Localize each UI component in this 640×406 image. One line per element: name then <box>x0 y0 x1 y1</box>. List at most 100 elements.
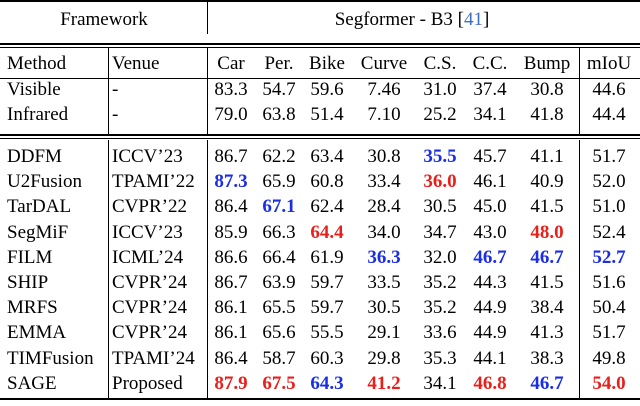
method-value: 34.0 <box>367 222 401 243</box>
method-value: 59.7 <box>310 297 344 318</box>
method-venue: CVPR’22 <box>112 196 187 217</box>
section-double-rule-2 <box>0 138 640 139</box>
baseline-value: 31.0 <box>423 79 457 100</box>
method-venue: TPAMI’24 <box>112 348 195 369</box>
baseline-value: 37.4 <box>473 79 507 100</box>
baseline-value: 7.10 <box>367 104 401 125</box>
method-venue: CVPR’24 <box>112 322 187 343</box>
baseline-value: 34.1 <box>473 104 507 125</box>
method-value: 46.8 <box>473 373 507 394</box>
baseline-value: 25.2 <box>423 104 457 125</box>
header-double-rule-2 <box>0 47 640 48</box>
column-header-miou: mIoU <box>586 53 632 74</box>
baseline-value: 59.6 <box>310 79 344 100</box>
method-value: 60.8 <box>310 171 344 192</box>
method-value: 41.3 <box>530 322 564 343</box>
venue-values-divider-lower <box>207 140 208 398</box>
method-value: 62.2 <box>262 146 296 167</box>
method-value: 86.4 <box>214 348 248 369</box>
method-value: 65.5 <box>262 297 296 318</box>
method-value: 87.9 <box>214 373 248 394</box>
method-value: 54.0 <box>592 373 626 394</box>
method-value: 44.9 <box>473 297 507 318</box>
method-name: TIMFusion <box>7 348 94 369</box>
method-value: 46.1 <box>473 171 507 192</box>
method-value: 33.5 <box>367 272 401 293</box>
method-name: SHIP <box>7 272 49 293</box>
method-name: DDFM <box>7 146 62 167</box>
method-value: 55.5 <box>310 322 344 343</box>
baseline-venue: - <box>112 79 119 100</box>
method-value: 86.1 <box>214 322 248 343</box>
baseline-value: 44.4 <box>592 104 626 125</box>
baseline-value: 41.8 <box>530 104 564 125</box>
baseline-value: 51.4 <box>310 104 344 125</box>
method-value: 63.4 <box>310 146 344 167</box>
framework-divider <box>207 2 208 34</box>
venue-values-divider <box>207 48 208 134</box>
method-value: 41.2 <box>367 373 401 394</box>
section-double-rule-1 <box>0 134 640 136</box>
baseline-value: 30.8 <box>530 79 564 100</box>
method-value: 50.4 <box>592 297 626 318</box>
method-value: 51.6 <box>592 272 626 293</box>
miou-divider-lower <box>579 140 580 398</box>
method-value: 44.1 <box>473 348 507 369</box>
header-double-rule-1 <box>0 43 640 45</box>
method-value: 51.7 <box>592 322 626 343</box>
method-value: 38.4 <box>530 297 564 318</box>
method-value: 30.5 <box>367 297 401 318</box>
segformer-header: Segformer - B3 [41] <box>335 8 490 32</box>
method-venue: ICCV’23 <box>112 146 183 167</box>
method-value: 67.5 <box>262 373 296 394</box>
method-value: 35.2 <box>423 272 457 293</box>
method-venue: ICCV’23 <box>112 222 183 243</box>
method-value: 44.3 <box>473 272 507 293</box>
column-header-cc: C.C. <box>472 53 508 74</box>
method-value: 36.3 <box>367 247 401 268</box>
column-header-per: Per. <box>264 53 294 74</box>
method-value: 59.7 <box>310 272 344 293</box>
method-value: 52.0 <box>592 171 626 192</box>
method-name: EMMA <box>7 322 67 343</box>
method-value: 52.4 <box>592 222 626 243</box>
method-value: 43.0 <box>473 222 507 243</box>
column-header-venue: Venue <box>112 53 160 74</box>
method-value: 86.7 <box>214 272 248 293</box>
method-value: 64.3 <box>310 373 344 394</box>
baseline-method: Infrared <box>7 104 69 125</box>
method-value: 62.4 <box>310 196 344 217</box>
method-value: 86.6 <box>214 247 248 268</box>
method-value: 66.3 <box>262 222 296 243</box>
baseline-value: 79.0 <box>214 104 248 125</box>
framework-header: Framework <box>60 9 148 30</box>
method-venue: CVPR’24 <box>112 297 187 318</box>
method-value: 36.0 <box>423 171 457 192</box>
method-value: 46.7 <box>530 373 564 394</box>
method-value: 35.2 <box>423 297 457 318</box>
method-value: 29.8 <box>367 348 401 369</box>
method-value: 29.1 <box>367 322 401 343</box>
method-value: 30.5 <box>423 196 457 217</box>
method-name: FILM <box>7 247 53 268</box>
method-value: 32.0 <box>423 247 457 268</box>
method-value: 38.3 <box>530 348 564 369</box>
method-value: 49.8 <box>592 348 626 369</box>
method-value: 51.7 <box>592 146 626 167</box>
method-value: 66.4 <box>262 247 296 268</box>
method-value: 34.7 <box>423 222 457 243</box>
method-value: 30.8 <box>367 146 401 167</box>
method-value: 45.0 <box>473 196 507 217</box>
method-value: 34.1 <box>423 373 457 394</box>
segformer-header-close: ] <box>482 9 490 30</box>
column-header-method: Method <box>7 53 67 74</box>
bottom-rule <box>0 398 640 400</box>
method-venue-divider-lower <box>108 140 109 398</box>
method-value: 58.7 <box>262 348 296 369</box>
method-value: 35.5 <box>423 146 457 167</box>
method-value: 60.3 <box>310 348 344 369</box>
baseline-method: Visible <box>7 79 61 100</box>
method-value: 46.7 <box>473 247 507 268</box>
miou-divider <box>579 48 580 134</box>
citation-link[interactable]: 41 <box>463 9 483 30</box>
